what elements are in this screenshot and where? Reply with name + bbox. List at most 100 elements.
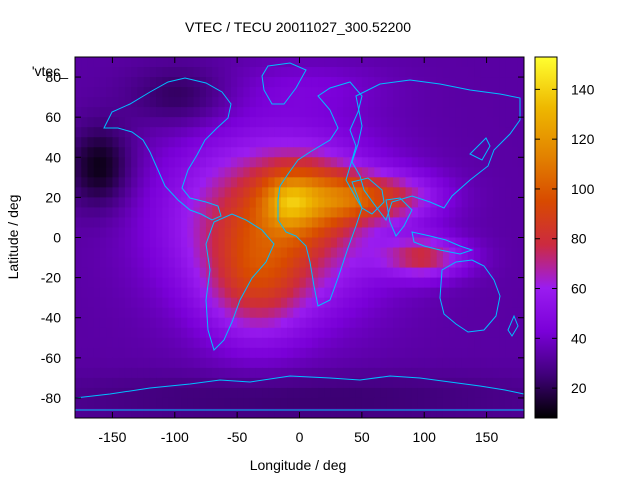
heatmap-cell [474,77,481,88]
heatmap-cell [262,107,269,118]
heatmap-cell [274,267,282,279]
heatmap-cell [355,307,363,319]
heatmap-cell [205,147,213,158]
heatmap-cell [405,387,413,399]
heatmap-cell [311,307,319,319]
heatmap-cell [505,347,513,359]
heatmap-cell [411,387,419,399]
x-tick-label: -150 [98,429,126,445]
heatmap-cell [149,97,157,108]
heatmap-cell [99,227,107,239]
heatmap-cell [75,77,82,88]
heatmap-cell [218,207,226,219]
heatmap-cell [417,237,425,249]
heatmap-cell [143,267,151,279]
heatmap-cell [162,107,170,118]
heatmap-cell [237,237,244,249]
heatmap-cell [442,377,450,389]
heatmap-cell [199,287,207,299]
heatmap-cell [405,87,413,98]
heatmap-cell [75,117,82,128]
heatmap-cell [486,347,494,359]
heatmap-cell [492,247,500,259]
heatmap-cell [75,257,82,269]
heatmap-cell [112,397,120,409]
heatmap-cell [243,117,251,128]
heatmap-cell [499,397,506,409]
heatmap-cell [517,177,524,188]
heatmap-cell [517,407,524,418]
heatmap-cell [199,217,207,229]
heatmap-cell [199,117,207,128]
heatmap-cell [143,317,151,329]
heatmap-cell [230,397,238,409]
heatmap-cell [174,127,182,138]
heatmap-cell [149,57,157,68]
heatmap-cell [237,77,244,88]
heatmap-cell [268,227,276,239]
heatmap-cell [75,317,82,329]
heatmap-cell [380,227,388,239]
heatmap-cell [212,287,220,299]
heatmap-cell [75,277,82,289]
heatmap-cell [218,127,226,138]
heatmap-cell [368,207,375,219]
heatmap-cell [399,107,407,118]
heatmap-cell [330,347,338,359]
heatmap-cell [287,107,294,118]
heatmap-cell [455,257,463,269]
heatmap-cell [330,147,338,158]
heatmap-cell [255,227,263,239]
heatmap-cell [224,317,232,329]
heatmap-cell [237,367,244,379]
heatmap-cell [274,277,282,289]
heatmap-cell [249,337,257,349]
heatmap-cell [87,297,95,309]
heatmap-cell [205,297,213,309]
heatmap-cell [461,97,469,108]
heatmap-cell [112,327,120,339]
heatmap-cell [268,237,276,249]
heatmap-cell [349,387,357,399]
heatmap-cell [262,137,269,148]
heatmap-cell [343,257,350,269]
heatmap-cell [112,167,120,178]
heatmap-cell [293,67,301,78]
heatmap-cell [336,57,344,68]
heatmap-cell [318,107,326,118]
heatmap-cell [361,317,369,329]
heatmap-cell [399,327,407,339]
heatmap-cell [374,97,382,108]
heatmap-cell [430,177,438,188]
heatmap-cell [492,67,500,78]
heatmap-cell [199,177,207,188]
heatmap-cell [474,357,481,369]
heatmap-cell [355,157,363,168]
heatmap-cell [274,347,282,359]
heatmap-cell [436,147,444,158]
y-tick-label: 20 [45,189,61,205]
heatmap-cell [405,297,413,309]
heatmap-cell [181,97,188,108]
heatmap-cell [287,327,294,339]
heatmap-cell [230,407,238,418]
heatmap-cell [442,197,450,209]
heatmap-cell [112,177,120,188]
heatmap-cell [424,237,432,249]
heatmap-cell [361,327,369,339]
heatmap-cell [467,157,475,168]
heatmap-cell [293,357,301,369]
heatmap-cell [405,167,413,178]
heatmap-cell [305,227,313,239]
heatmap-cell [424,357,432,369]
heatmap-cell [124,97,132,108]
heatmap-cell [305,367,313,379]
heatmap-cell [218,267,226,279]
heatmap-cell [318,227,326,239]
heatmap-cell [218,57,226,68]
heatmap-cell [287,247,294,259]
heatmap-cell [480,227,488,239]
heatmap-cell [318,317,326,329]
heatmap-cell [255,377,263,389]
heatmap-cell [386,57,394,68]
